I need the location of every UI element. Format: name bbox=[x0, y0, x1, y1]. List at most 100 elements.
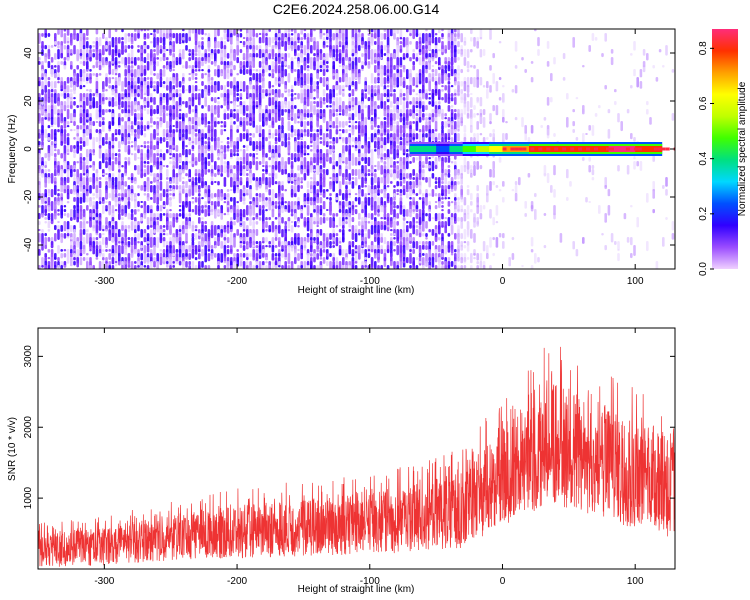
heatmap-cell bbox=[409, 201, 412, 207]
heatmap-cell bbox=[300, 29, 303, 35]
heatmap-cell bbox=[38, 221, 41, 226]
heatmap-cell bbox=[313, 185, 316, 195]
heatmap-cell bbox=[428, 249, 431, 258]
heatmap-cell bbox=[66, 109, 70, 120]
heatmap-cell bbox=[313, 265, 316, 269]
heatmap-cell bbox=[313, 41, 316, 51]
heatmap-cell bbox=[95, 101, 99, 109]
heatmap-cell bbox=[127, 113, 131, 119]
heatmap-cell bbox=[70, 217, 73, 221]
heatmap-cell bbox=[265, 209, 268, 212]
heatmap-cell bbox=[118, 65, 121, 68]
heatmap-cell bbox=[102, 237, 105, 245]
heatmap-cell bbox=[162, 129, 166, 137]
heatmap-cell bbox=[89, 149, 92, 154]
heatmap-cell bbox=[412, 101, 415, 106]
heatmap-cell bbox=[329, 37, 332, 43]
heatmap-cell bbox=[418, 101, 422, 109]
heatmap-cell bbox=[50, 201, 54, 211]
heatmap-cell bbox=[351, 121, 355, 126]
heatmap-cell bbox=[342, 93, 345, 97]
heatmap-cell bbox=[454, 97, 457, 105]
heatmap-cell bbox=[255, 125, 259, 134]
heatmap-cell bbox=[60, 53, 63, 59]
heatmap-cell bbox=[54, 105, 57, 115]
heatmap-cell bbox=[306, 189, 310, 195]
heatmap-cell bbox=[438, 49, 441, 52]
heatmap-cell bbox=[156, 85, 159, 94]
heatmap-cell bbox=[450, 69, 454, 77]
heatmap-cell bbox=[466, 93, 470, 98]
heatmap-cell bbox=[316, 213, 319, 224]
heatmap-cell bbox=[303, 205, 307, 208]
heatmap-cell bbox=[175, 177, 179, 185]
heatmap-cell bbox=[242, 261, 246, 269]
heatmap-cell bbox=[54, 265, 57, 268]
heatmap-cell bbox=[377, 185, 380, 189]
heatmap-cell bbox=[86, 97, 89, 106]
heatmap-cell bbox=[310, 149, 313, 152]
heatmap-cell bbox=[310, 125, 313, 133]
heatmap-cell bbox=[44, 233, 47, 237]
heatmap-cell bbox=[402, 65, 406, 71]
heatmap-cell bbox=[124, 213, 127, 217]
heatmap-cell bbox=[284, 85, 287, 93]
heatmap-cell bbox=[262, 169, 265, 172]
heatmap-cell bbox=[60, 185, 63, 193]
heatmap-cell bbox=[249, 85, 252, 90]
heatmap-cell bbox=[374, 193, 377, 203]
heatmap-cell bbox=[66, 201, 70, 204]
heatmap-cell bbox=[70, 209, 73, 218]
heatmap-cell bbox=[182, 89, 185, 94]
heatmap-cell bbox=[92, 41, 95, 44]
heatmap-cell bbox=[249, 209, 252, 217]
heatmap-cell bbox=[271, 221, 275, 232]
heatmap-cell bbox=[412, 113, 415, 119]
heatmap-cell bbox=[300, 77, 303, 88]
heatmap-cell bbox=[92, 217, 95, 220]
heatmap-cell bbox=[351, 245, 355, 248]
heatmap-cell bbox=[159, 49, 163, 54]
heatmap-cell bbox=[105, 61, 108, 66]
heatmap-cell bbox=[169, 37, 172, 42]
heatmap-cell bbox=[140, 145, 143, 148]
heatmap-cell bbox=[249, 201, 252, 205]
heatmap-cell bbox=[338, 169, 342, 177]
heatmap-cell bbox=[287, 229, 291, 232]
heatmap-cell bbox=[73, 45, 76, 55]
heatmap-cell bbox=[409, 209, 412, 218]
heatmap-cell bbox=[271, 101, 275, 105]
heatmap-cell bbox=[300, 121, 303, 128]
heatmap-cell bbox=[402, 129, 406, 134]
heatmap-cell bbox=[262, 253, 265, 258]
heatmap-cell bbox=[415, 121, 419, 131]
heatmap-cell bbox=[98, 201, 102, 205]
heatmap-cell bbox=[166, 137, 169, 140]
heatmap-cell bbox=[188, 189, 191, 197]
heatmap-cell bbox=[118, 241, 121, 244]
heatmap-cell bbox=[249, 173, 252, 184]
heatmap-cell bbox=[169, 133, 172, 139]
heatmap-cell bbox=[399, 125, 403, 134]
heatmap-cell bbox=[159, 141, 163, 144]
heatmap-cell bbox=[345, 121, 348, 126]
heatmap-cell bbox=[73, 241, 76, 246]
heatmap-cell bbox=[114, 189, 118, 194]
heatmap-cell bbox=[246, 237, 249, 242]
heatmap-cell bbox=[268, 73, 271, 77]
heatmap-cell bbox=[47, 193, 51, 197]
heatmap-cell bbox=[57, 81, 60, 84]
heatmap-cell bbox=[287, 53, 291, 58]
heatmap-cell bbox=[374, 209, 377, 216]
heatmap-cell bbox=[79, 145, 83, 151]
heatmap-cell bbox=[214, 97, 217, 104]
heatmap-cell bbox=[268, 241, 271, 245]
heatmap-cell bbox=[86, 69, 89, 72]
heatmap-cell bbox=[393, 105, 396, 113]
heatmap-cell bbox=[281, 185, 284, 191]
heatmap-cell bbox=[166, 97, 169, 106]
heatmap-cell bbox=[156, 109, 159, 115]
heatmap-cell bbox=[409, 33, 412, 37]
heatmap-cell bbox=[156, 177, 159, 180]
heatmap-cell bbox=[214, 81, 217, 86]
